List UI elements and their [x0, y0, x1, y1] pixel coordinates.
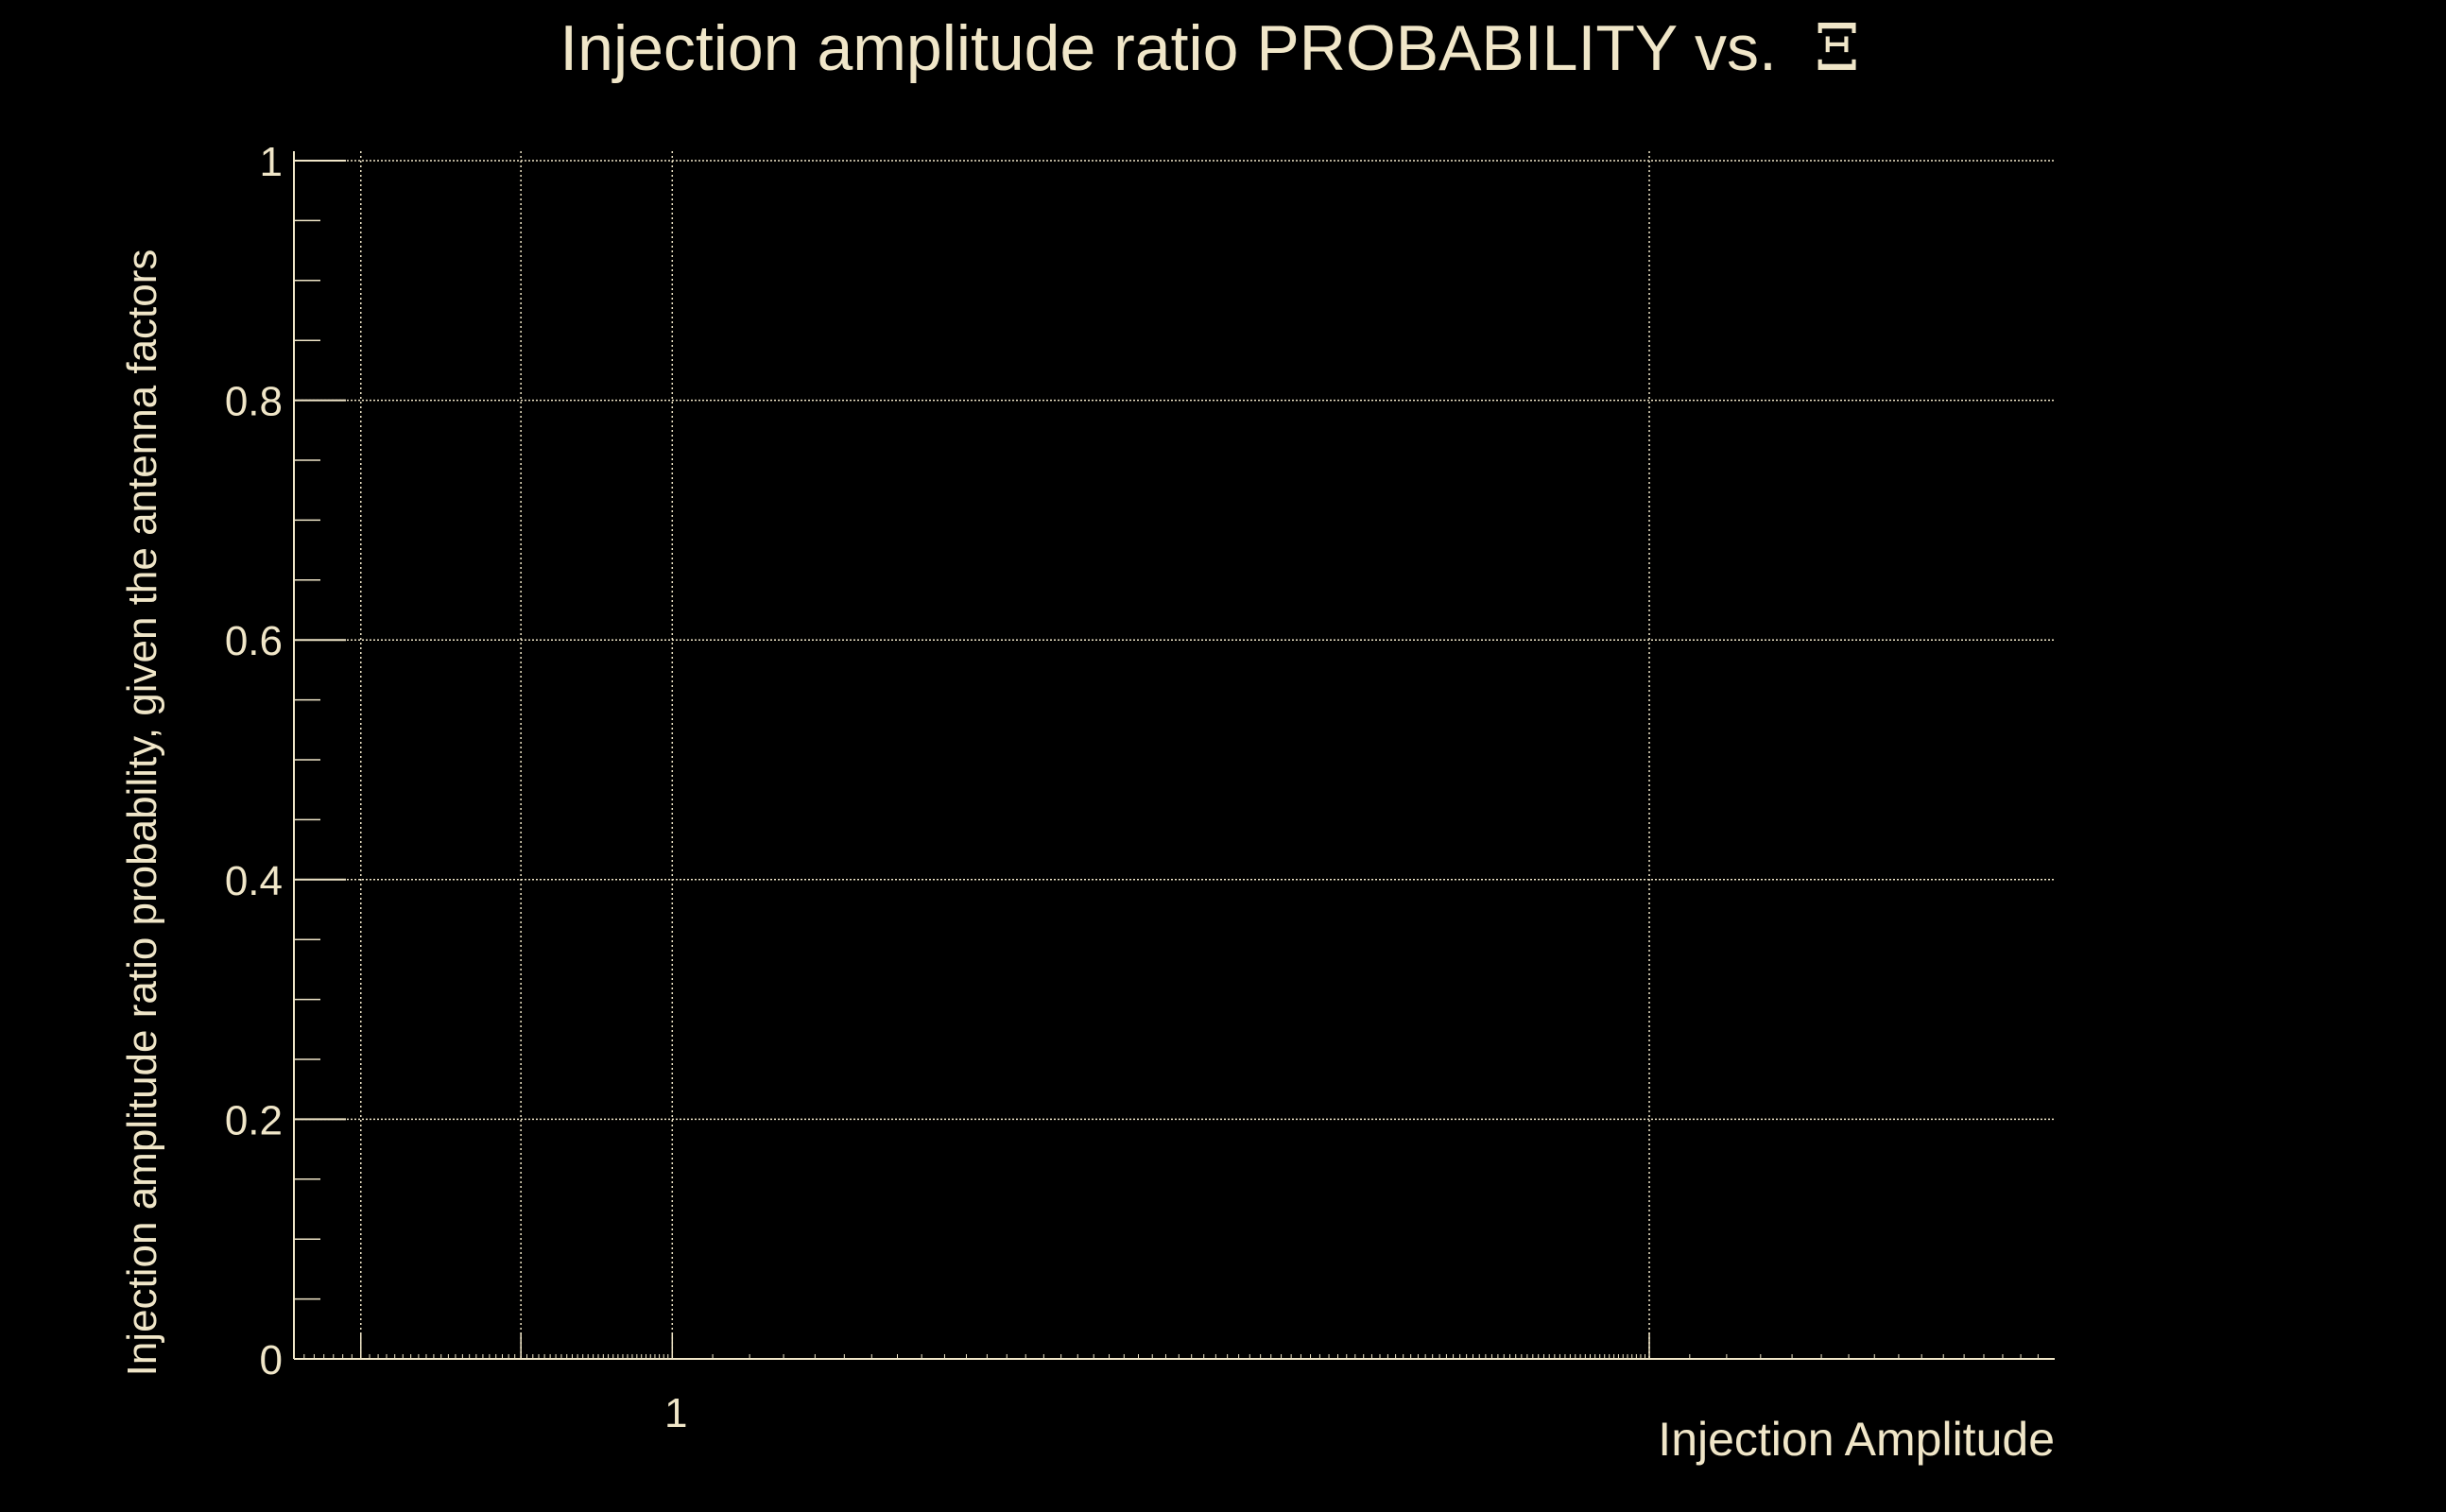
x-axis-label: Injection Amplitude — [1658, 1413, 2055, 1466]
y-tick-label: 0.4 — [225, 858, 283, 904]
y-tick-label: 0.8 — [225, 379, 283, 425]
y-axis-label: Injection amplitude ratio probability, g… — [119, 249, 165, 1377]
y-tick-label: 1 — [260, 139, 283, 185]
y-tick-label: 0.6 — [225, 618, 283, 664]
grid — [294, 151, 2055, 1360]
axes — [293, 151, 2055, 1360]
y-tick-label: 0.2 — [225, 1097, 283, 1143]
tick-labels: 0 0.2 0.4 0.6 0.8 1 1 — [225, 139, 688, 1436]
x-tick-label: 1 — [664, 1390, 687, 1436]
chart-title: Injection amplitude ratio PROBABILITY vs… — [560, 11, 1859, 86]
y-tick-label: 0 — [260, 1337, 283, 1383]
